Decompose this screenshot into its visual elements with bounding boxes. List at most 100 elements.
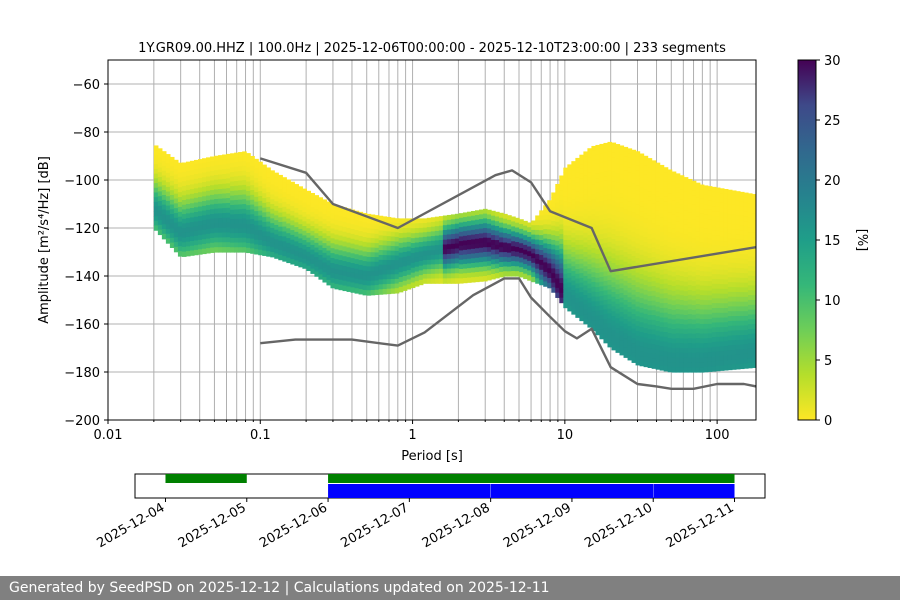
heatmap-cell xyxy=(683,286,689,292)
heatmap-cell xyxy=(687,232,693,238)
heatmap-cell xyxy=(165,200,171,207)
heatmap-cell xyxy=(422,255,428,261)
heatmap-cell xyxy=(181,167,187,173)
heatmap-cell xyxy=(711,240,717,246)
heatmap-cell xyxy=(254,220,259,226)
heatmap-cell xyxy=(246,228,251,235)
heatmap-cell xyxy=(583,290,588,296)
heatmap-cell xyxy=(747,256,753,262)
heatmap-cell xyxy=(406,274,412,281)
heatmap-cell xyxy=(430,273,436,280)
heatmap-cell xyxy=(579,292,584,298)
heatmap-cell xyxy=(523,235,528,241)
heatmap-cell xyxy=(667,337,673,344)
heatmap-cell xyxy=(743,211,749,217)
heatmap-cell xyxy=(306,265,311,272)
heatmap-cell xyxy=(310,240,316,246)
heatmap-cell xyxy=(675,216,681,223)
heatmap-cell xyxy=(731,330,737,336)
heatmap-cell xyxy=(679,180,685,186)
heatmap-cell xyxy=(659,212,665,218)
heatmap-cell xyxy=(655,316,661,322)
heatmap-cell xyxy=(599,167,605,174)
heatmap-cell xyxy=(655,258,661,265)
heatmap-cell xyxy=(426,227,432,233)
heatmap-cell xyxy=(177,177,183,183)
heatmap-cell xyxy=(711,225,717,232)
heatmap-cell xyxy=(234,190,239,196)
heatmap-cell xyxy=(647,167,653,173)
heatmap-cell xyxy=(579,225,584,232)
heatmap-cell xyxy=(342,217,348,223)
heatmap-cell xyxy=(386,260,392,266)
heatmap-cell xyxy=(683,257,689,264)
heatmap-cell xyxy=(274,234,279,240)
heatmap-cell xyxy=(434,278,440,284)
heatmap-cell xyxy=(679,199,685,205)
heatmap-cell xyxy=(446,229,452,236)
heatmap-cell xyxy=(731,287,737,293)
heatmap-cell xyxy=(177,236,183,242)
heatmap-cell xyxy=(639,177,645,184)
heatmap-cell xyxy=(454,273,460,279)
heatmap-cell xyxy=(703,185,709,191)
heatmap-cell xyxy=(575,302,580,309)
heatmap-cell xyxy=(671,281,677,287)
heatmap-cell xyxy=(667,309,673,315)
heatmap-cell xyxy=(655,273,661,279)
heatmap-cell xyxy=(687,217,693,223)
heatmap-cell xyxy=(735,243,741,250)
heatmap-cell xyxy=(687,280,693,286)
heatmap-cell xyxy=(691,309,697,316)
heatmap-cell xyxy=(707,281,713,287)
heatmap-cell xyxy=(487,275,492,281)
heatmap-cell xyxy=(466,230,472,236)
heatmap-cell xyxy=(470,272,476,278)
heatmap-cell xyxy=(683,186,689,192)
heatmap-cell xyxy=(414,237,420,244)
heatmap-cell xyxy=(442,234,448,241)
heatmap-cell xyxy=(274,196,279,202)
heatmap-cell xyxy=(599,162,605,169)
heatmap-cell xyxy=(266,231,271,237)
heatmap-cell xyxy=(386,216,392,223)
heatmap-cell xyxy=(189,245,195,252)
heatmap-cell xyxy=(591,306,597,312)
heatmap-cell xyxy=(659,179,665,185)
heatmap-cell xyxy=(655,359,661,365)
heatmap-cell xyxy=(663,346,669,353)
heatmap-cell xyxy=(647,329,653,335)
y-tick-label: −100 xyxy=(64,174,100,189)
heatmap-cell xyxy=(603,247,609,253)
heatmap-cell xyxy=(226,202,231,209)
heatmap-cell xyxy=(422,260,428,266)
heatmap-cell xyxy=(181,190,187,196)
heatmap-cell xyxy=(181,181,187,187)
heatmap-cell xyxy=(563,249,568,256)
heatmap-cell xyxy=(679,304,685,311)
heatmap-cell xyxy=(507,219,512,226)
heatmap-cell xyxy=(173,217,179,224)
heatmap-cell xyxy=(198,230,203,236)
heatmap-cell xyxy=(615,206,621,213)
heatmap-cell xyxy=(599,153,605,159)
heatmap-cell xyxy=(639,211,645,217)
heatmap-cell xyxy=(290,220,295,226)
heatmap-cell xyxy=(262,178,267,185)
heatmap-cell xyxy=(234,199,239,206)
heatmap-cell xyxy=(723,346,729,352)
heatmap-cell xyxy=(731,340,737,346)
heatmap-cell xyxy=(555,264,560,270)
heatmap-cell xyxy=(250,248,255,254)
heatmap-cell xyxy=(330,208,336,215)
heatmap-cell xyxy=(747,343,753,349)
heatmap-cell xyxy=(306,204,311,211)
heatmap-cell xyxy=(719,293,725,300)
heatmap-cell xyxy=(198,225,203,231)
heatmap-cell xyxy=(454,228,460,235)
heatmap-cell xyxy=(434,226,440,232)
heatmap-cell xyxy=(563,211,568,217)
heatmap-cell xyxy=(599,314,605,321)
heatmap-cell xyxy=(747,299,753,306)
heatmap-cell xyxy=(623,333,629,339)
